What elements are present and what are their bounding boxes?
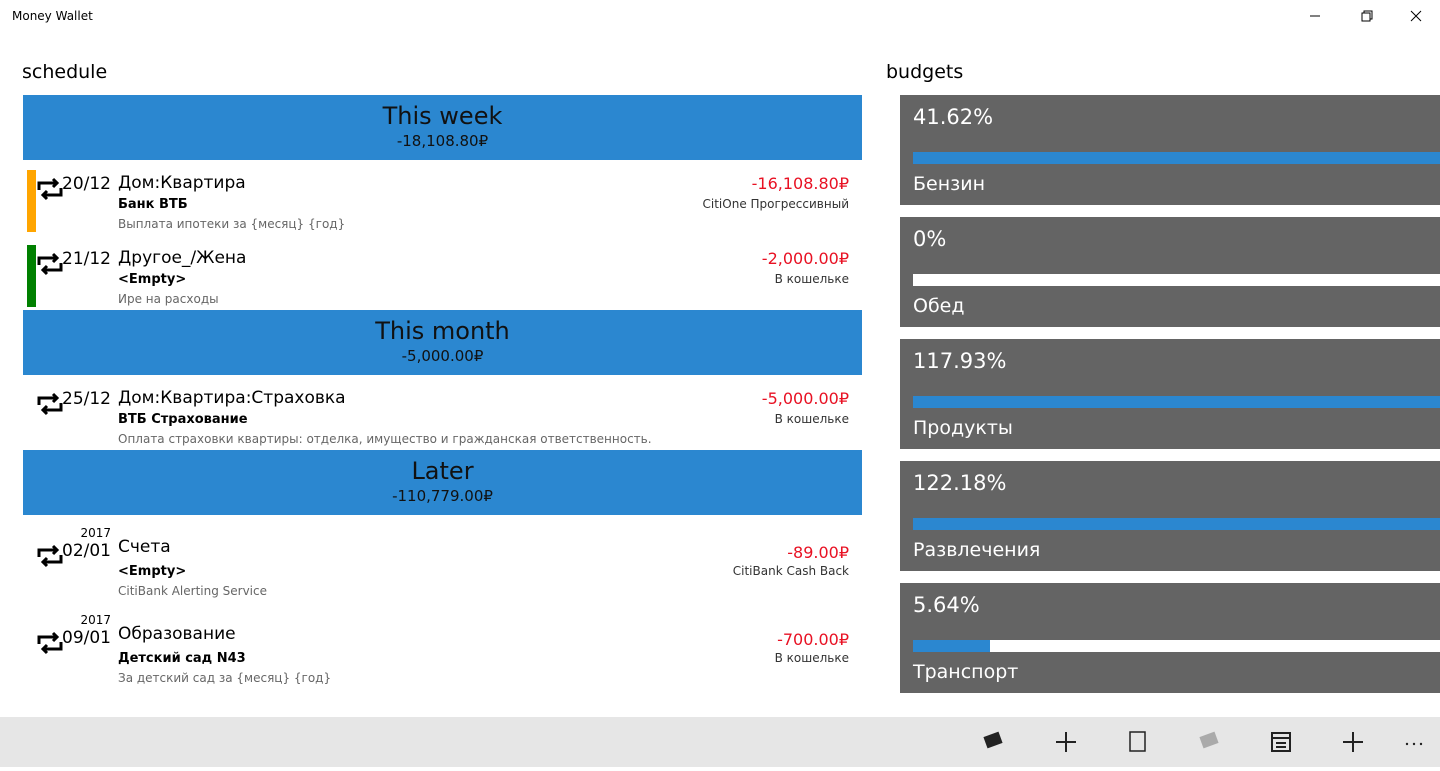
budget-percent: 41.62% [913,105,994,129]
repeat-icon [37,177,63,201]
budget-card[interactable]: 41.62% Бензин [900,95,1440,205]
date: 25/12 [62,389,111,409]
schedule-item[interactable]: 25/12 Дом:Квартира:Страховка ВТБ Страхован… [23,375,862,450]
group-title: This month [375,317,510,345]
memo: CitiBank Alerting Service [118,584,267,598]
budget-name: Обед [913,295,965,317]
account: CitiOne Прогрессивный [702,197,849,211]
account: CitiBank Cash Back [732,564,849,578]
schedule-item[interactable]: 2017 09/01 Образование Детский сад N43 За де… [23,602,862,689]
group-header[interactable]: This week -18,108.80₽ [23,95,862,160]
schedule-item[interactable]: 2017 02/01 Счета <Empty> CitiBank Alerting S… [23,515,862,602]
repeat [35,251,65,281]
repeat-icon [37,392,63,416]
repeat [35,176,65,206]
budget-card[interactable]: 0% Обед [900,217,1440,327]
window-controls[interactable] [1300,0,1440,34]
amount: -2,000.00₽ [761,249,849,268]
budget-percent: 0% [913,227,947,251]
date: 02/01 [62,541,111,561]
transfer-button[interactable] [1199,731,1219,749]
memo: За детский сад за {месяц} {год} [118,671,332,685]
date: 20/12 [62,174,111,194]
budget-percent: 117.93% [913,349,1007,373]
budget-name: Продукты [913,417,1013,439]
category: Дом:Квартира [118,173,246,193]
budget-name: Транспорт [913,661,1019,683]
budget-card[interactable]: 117.93% Продукты [900,339,1440,449]
schedule-list: This week -18,108.80₽ 20/12 Дом:Квартира Бан… [23,95,862,717]
payee: <Empty> [118,564,187,579]
memo: Выплата ипотеки за {месяц} {год} [118,217,346,231]
budget-name: Развлечения [913,539,1041,561]
color-strip [27,245,36,307]
progress-bar [913,152,1440,164]
year: 2017 [80,526,111,540]
progress-bar [913,396,1440,408]
account: В кошельке [774,651,849,665]
budget-card[interactable]: 5.64% Транспорт [900,583,1440,693]
year: 2017 [80,613,111,627]
date: 21/12 [62,249,111,269]
repeat-icon [37,544,63,568]
group-title: This week [382,102,503,130]
repeat [35,630,65,660]
group-header[interactable]: This month -5,000.00₽ [23,310,862,375]
app-bar-icons [983,731,1423,752]
category: Образование [118,624,236,644]
repeat [35,391,65,421]
schedule-heading: schedule [22,61,108,83]
progress-fill [913,152,1440,164]
memo: Оплата страховки квартиры: отделка, имущ… [118,432,652,446]
repeat-icon [37,252,63,276]
amount: -89.00₽ [787,543,849,562]
color-strip [27,170,36,232]
progress-bar [913,518,1440,530]
schedule-item[interactable]: 21/12 Другое_/Жена <Empty> Ире на расходы -2… [23,235,862,310]
category: Дом:Квартира:Страховка [118,388,346,408]
group-title: Later [411,457,474,485]
group-total: -5,000.00₽ [401,347,484,365]
progress-fill [913,396,1440,408]
amount: -16,108.80₽ [751,174,849,193]
payee: ВТБ Страхование [118,412,248,427]
money-button[interactable] [983,731,1003,749]
budget-percent: 5.64% [913,593,980,617]
budget-card[interactable]: 122.18% Развлечения [900,461,1440,571]
category: Счета [118,537,171,557]
payee: <Empty> [118,272,187,287]
payee: Детский сад N43 [118,651,246,666]
account: В кошельке [774,272,849,286]
progress-fill [913,640,990,652]
budget-percent: 122.18% [913,471,1007,495]
app-bar [0,717,1440,767]
account: В кошельке [774,412,849,426]
memo: Ире на расходы [118,292,219,306]
group-total: -18,108.80₽ [396,132,489,150]
schedule-item[interactable]: 20/12 Дом:Квартира Банк ВТБ Выплата ипотеки… [23,160,862,235]
calendar-button[interactable] [1271,732,1291,752]
budget-name: Бензин [913,173,986,195]
repeat-icon [37,631,63,655]
note-button[interactable] [1129,731,1146,752]
category: Другое_/Жена [118,248,247,268]
repeat [35,543,65,573]
amount: -5,000.00₽ [761,389,849,408]
progress-bar [913,274,1440,286]
progress-bar [913,640,1440,652]
payee: Банк ВТБ [118,197,188,212]
date: 09/01 [62,628,111,648]
budgets-heading: budgets [886,61,964,83]
more-button[interactable] [1405,742,1423,746]
add-budget-button[interactable] [1343,732,1363,752]
window-title: Money Wallet [12,9,93,23]
add-button[interactable] [1056,732,1076,752]
amount: -700.00₽ [777,630,849,649]
progress-fill [913,518,1440,530]
group-total: -110,779.00₽ [392,487,493,505]
group-header[interactable]: Later -110,779.00₽ [23,450,862,515]
